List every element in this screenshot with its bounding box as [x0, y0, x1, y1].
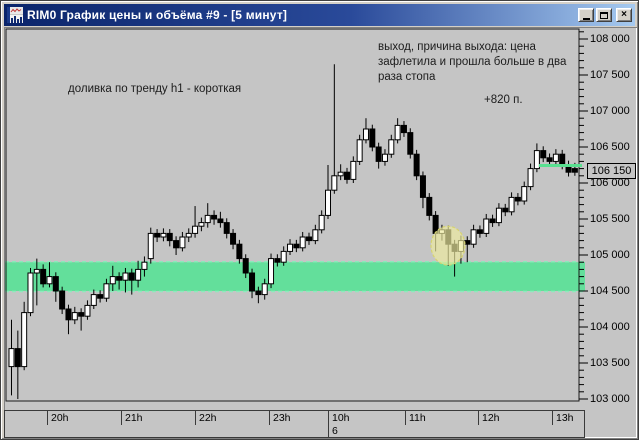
x-axis-label: 10h: [332, 412, 350, 424]
y-axis-label: 107 000: [590, 105, 630, 117]
minimize-icon: [582, 17, 590, 20]
annotation-trade-note[interactable]: доливка по тренду h1 - короткая: [68, 83, 242, 95]
time-axis: 20h 21h 22h 23h 10h 11h 12h 13h: [4, 410, 585, 426]
x-axis-label: 20h: [51, 412, 69, 424]
y-axis-label: 104 500: [590, 285, 630, 297]
x-axis-label: 12h: [482, 412, 500, 424]
x-axis-label: 22h: [199, 412, 217, 424]
minimize-button[interactable]: [578, 8, 594, 22]
candlestick-chart[interactable]: [4, 27, 637, 438]
date-label: 6: [332, 425, 338, 437]
date-cell-separator: [328, 425, 329, 437]
maximize-icon: [600, 11, 608, 19]
current-price-box: 106 150: [587, 163, 636, 179]
window-controls: ×: [576, 8, 632, 22]
date-axis: 6: [4, 425, 585, 438]
y-axis-label: 106 000: [590, 177, 630, 189]
y-axis-label: 104 000: [590, 321, 630, 333]
y-axis-label: 108 000: [590, 33, 630, 45]
annotation-exit-line: выход, причина выхода: цена: [378, 41, 536, 53]
y-axis-label: 106 500: [590, 141, 630, 153]
time-cell-separator: [478, 411, 479, 425]
time-cell-separator: [552, 411, 553, 425]
y-axis-label: 103 000: [590, 393, 630, 405]
time-cell-separator: [328, 411, 329, 425]
annotation-profit[interactable]: +820 п.: [484, 94, 523, 106]
y-axis-label: 107 500: [590, 69, 630, 81]
chart-panel: доливка по тренду h1 - короткая выход, п…: [4, 27, 637, 438]
window-title: RIM0 График цены и объёма #9 - [5 минут]: [27, 8, 288, 22]
y-axis-label: 105 500: [590, 213, 630, 225]
time-cell-separator: [269, 411, 270, 425]
time-cell-separator: [195, 411, 196, 425]
time-cell-separator: [47, 411, 48, 425]
time-cell-separator: [405, 411, 406, 425]
x-axis-label: 11h: [409, 412, 426, 424]
app-chart-icon[interactable]: [7, 7, 23, 23]
annotation-exit-line: раза стопа: [378, 71, 436, 83]
y-axis-label: 105 000: [590, 249, 630, 261]
maximize-button[interactable]: [596, 8, 612, 22]
close-button[interactable]: ×: [616, 8, 632, 22]
y-axis-label: 103 500: [590, 357, 630, 369]
x-axis-label: 13h: [556, 412, 574, 424]
annotation-exit-note[interactable]: выход, причина выхода: цена зафлетила и …: [378, 40, 566, 85]
annotation-exit-line: зафлетила и прошла больше в два: [378, 56, 567, 68]
time-cell-separator: [121, 411, 122, 425]
x-axis-label: 23h: [273, 412, 291, 424]
title-bar[interactable]: RIM0 График цены и объёма #9 - [5 минут]…: [4, 4, 635, 26]
x-axis-label: 21h: [125, 412, 143, 424]
